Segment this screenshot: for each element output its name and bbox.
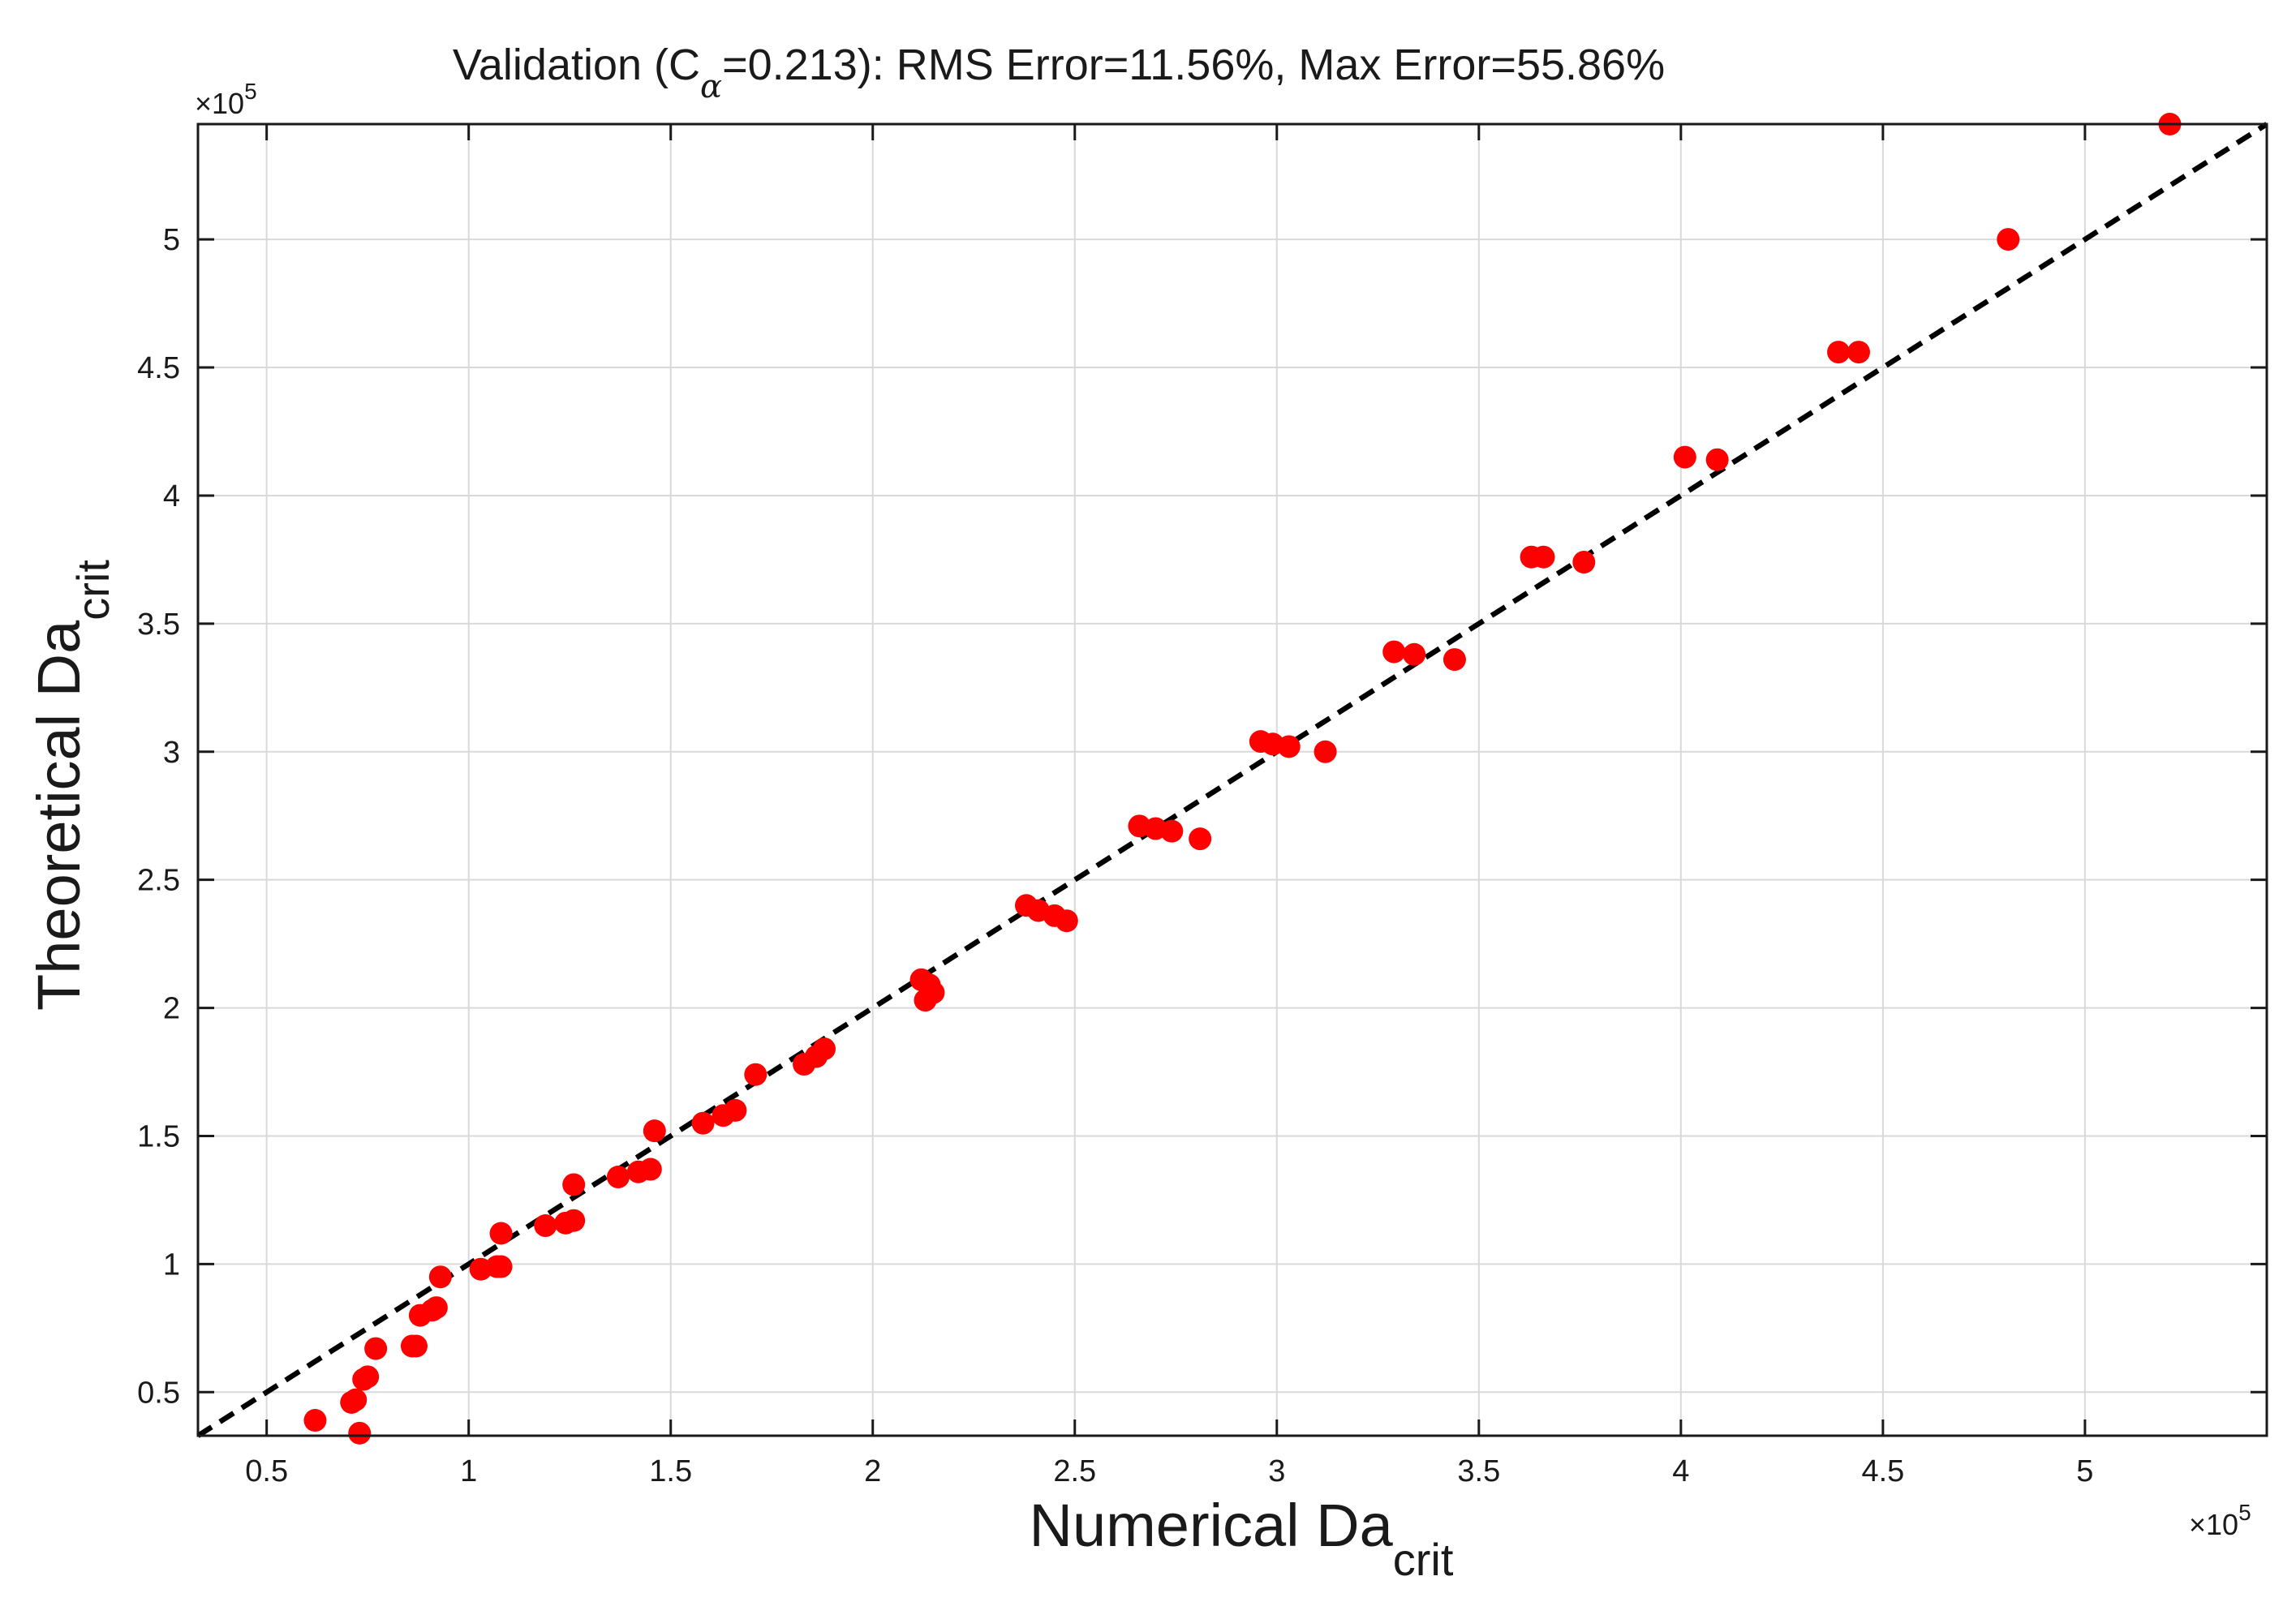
x-axis-exponent-base: ×10 [2189, 1508, 2238, 1541]
chart-title-suffix: =0.213): RMS Error=11.56%, Max Error=55.… [722, 41, 1665, 89]
data-point [489, 1222, 513, 1245]
y-axis-exponent-base: ×10 [195, 87, 244, 120]
data-point [1277, 735, 1301, 758]
y-tick-label: 3.5 [137, 608, 180, 642]
data-point [1055, 909, 1078, 933]
chart-title-prefix: Validation (C [453, 41, 700, 89]
y-tick-labels: 0.5 1 1.5 2 2.5 3 3.5 4 4.5 5 [137, 223, 180, 1410]
y-tick-label: 3 [163, 736, 180, 770]
y-axis-exponent-power: 5 [244, 79, 257, 104]
x-tick-label: 2 [864, 1454, 881, 1488]
y-tick-label: 0.5 [137, 1376, 180, 1410]
x-axis-exponent-power: 5 [2238, 1500, 2251, 1525]
data-point [1382, 640, 1406, 664]
x-tick-label: 1 [460, 1454, 477, 1488]
data-point [303, 1409, 327, 1432]
y-tick-label: 5 [163, 223, 180, 257]
data-point [643, 1119, 666, 1143]
x-axis-exponent: ×105 [2189, 1500, 2251, 1541]
data-point [1997, 228, 2020, 251]
y-tick-label: 4 [163, 479, 180, 513]
x-tick-labels: 0.5 1 1.5 2 2.5 3 3.5 4 4.5 5 [245, 1454, 2093, 1488]
x-axis-label: Numerical Dacrit [1030, 1492, 1454, 1585]
y-tick-label: 4.5 [137, 351, 180, 385]
y-tick-label: 1.5 [137, 1119, 180, 1153]
y-axis-label-sub: crit [67, 560, 118, 621]
data-point [364, 1337, 388, 1360]
data-point [1847, 341, 1870, 364]
x-tick-label: 3 [1268, 1454, 1285, 1488]
data-point [404, 1334, 428, 1358]
data-points [303, 113, 2182, 1445]
x-tick-label: 4.5 [1861, 1454, 1904, 1488]
data-point [1443, 648, 1466, 672]
data-point [691, 1111, 715, 1135]
data-point [348, 1421, 372, 1445]
y-tick-label: 1 [163, 1248, 180, 1282]
data-point [1314, 740, 1337, 763]
data-point [344, 1388, 368, 1411]
x-tick-label: 2.5 [1053, 1454, 1096, 1488]
axes-box [196, 122, 2268, 1437]
data-point [1827, 341, 1851, 364]
x-tick-label: 5 [2076, 1454, 2093, 1488]
data-point [534, 1214, 557, 1238]
data-point [428, 1265, 452, 1289]
x-tick-label: 4 [1672, 1454, 1689, 1488]
data-point [424, 1296, 448, 1320]
x-tick-label: 0.5 [245, 1454, 288, 1488]
reference-line-group [196, 122, 2268, 1438]
data-point [744, 1063, 767, 1086]
data-point [1189, 827, 1212, 851]
data-point [1403, 642, 1426, 666]
chart-title-subscript: α [700, 68, 722, 105]
data-point [562, 1173, 586, 1196]
y-axis-label: Theoretical Dacrit [25, 560, 118, 1011]
data-point [812, 1037, 836, 1061]
axes-frame [196, 122, 2268, 1437]
data-point [638, 1157, 662, 1181]
y-axis-exponent: ×105 [195, 79, 257, 120]
y-tick-label: 2 [163, 992, 180, 1026]
x-tick-label: 1.5 [649, 1454, 692, 1488]
reference-line-y-equals-x [196, 122, 2268, 1438]
data-point [1673, 445, 1696, 469]
data-point [562, 1209, 586, 1232]
y-axis-label-main: Theoretical Da [25, 620, 92, 1011]
data-point [1160, 819, 1184, 843]
data-point [1572, 551, 1596, 574]
x-axis-label-main: Numerical Da [1030, 1492, 1394, 1559]
data-point [724, 1098, 747, 1122]
data-point [489, 1255, 513, 1278]
x-tick-label: 3.5 [1457, 1454, 1500, 1488]
data-point [356, 1365, 380, 1389]
y-tick-label: 2.5 [137, 864, 180, 898]
x-axis-label-sub: crit [1393, 1534, 1454, 1585]
data-point [1532, 545, 1555, 569]
data-point [922, 981, 945, 1004]
chart-title: Validation (Cα=0.213): RMS Error=11.56%,… [453, 41, 1665, 105]
data-point [1705, 448, 1729, 471]
data-point [606, 1166, 630, 1189]
